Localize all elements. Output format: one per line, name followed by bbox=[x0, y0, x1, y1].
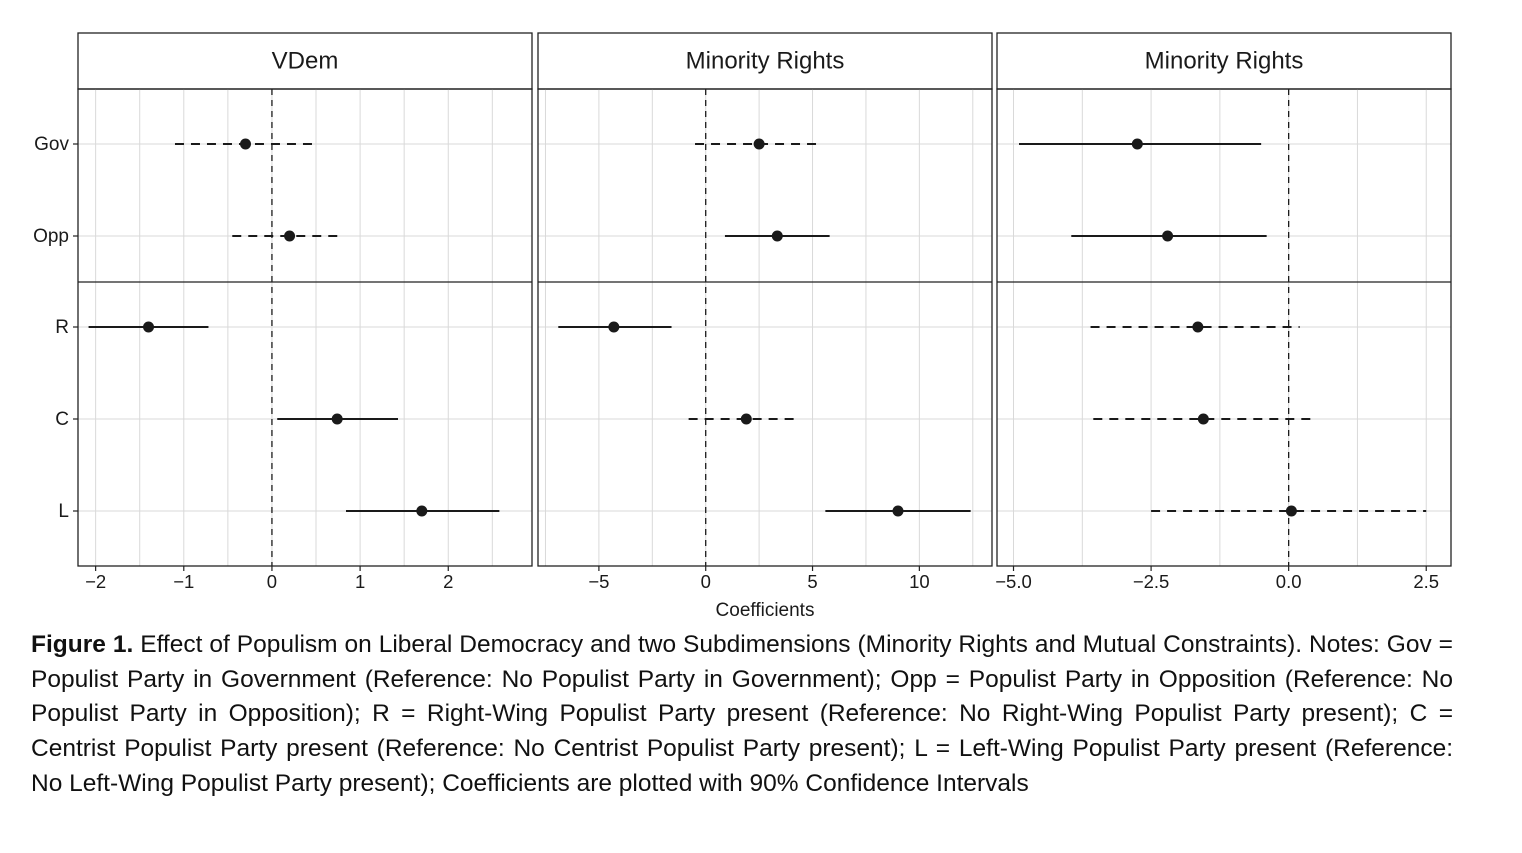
x-tick-label: 2 bbox=[443, 571, 453, 592]
panel-title-2: Minority Rights bbox=[686, 47, 845, 74]
x-tick-label: 0 bbox=[701, 571, 711, 592]
point-estimate-gov bbox=[753, 138, 765, 150]
point-estimate-r bbox=[143, 321, 155, 333]
point-estimate-opp bbox=[284, 230, 296, 242]
x-tick-label: 2.5 bbox=[1413, 571, 1439, 592]
point-estimate-gov bbox=[1131, 138, 1143, 150]
caption-text: Effect of Populism on Liberal Democracy … bbox=[31, 631, 1453, 797]
panel-header-1 bbox=[77, 32, 533, 90]
point-estimate-c bbox=[740, 413, 752, 425]
panel-header-3 bbox=[996, 32, 1452, 90]
panel-title-3: Minority Rights bbox=[1145, 47, 1304, 74]
caption-label: Figure 1. bbox=[31, 631, 134, 658]
panel-frame-3 bbox=[996, 88, 1452, 567]
x-tick-label: −5 bbox=[588, 571, 609, 592]
point-estimate-opp bbox=[771, 230, 783, 242]
x-tick-label: −2.5 bbox=[1133, 571, 1170, 592]
y-tick-label-l: L bbox=[58, 501, 69, 522]
point-estimate-r bbox=[1192, 321, 1204, 333]
x-tick-label: 1 bbox=[355, 571, 365, 592]
panel-frame-2 bbox=[537, 88, 993, 567]
point-estimate-c bbox=[1197, 413, 1209, 425]
panel-header-2 bbox=[537, 32, 993, 90]
x-tick-label: −1 bbox=[173, 571, 194, 592]
x-tick-label: −5.0 bbox=[995, 571, 1032, 592]
point-estimate-opp bbox=[1162, 230, 1174, 242]
y-tick-label-opp: Opp bbox=[33, 226, 69, 247]
x-tick-label: 10 bbox=[909, 571, 930, 592]
point-estimate-l bbox=[1285, 505, 1297, 517]
point-estimate-l bbox=[416, 505, 428, 517]
x-tick-label: 0.0 bbox=[1276, 571, 1302, 592]
point-estimate-gov bbox=[239, 138, 251, 150]
point-estimate-l bbox=[892, 505, 904, 517]
x-tick-label: 0 bbox=[267, 571, 277, 592]
y-tick-label-gov: Gov bbox=[34, 134, 69, 155]
y-tick-label-c: C bbox=[55, 409, 69, 430]
x-tick-label: 5 bbox=[807, 571, 817, 592]
point-estimate-c bbox=[331, 413, 343, 425]
point-estimate-r bbox=[608, 321, 620, 333]
x-tick-label: −2 bbox=[85, 571, 106, 592]
x-axis-title: Coefficients bbox=[716, 600, 815, 620]
coefficient-plot-figure: VDem −2 −1 0 1 2 Minority Rights −5 0 5 10 Minority… bbox=[33, 32, 1452, 620]
y-tick-label-r: R bbox=[55, 317, 69, 338]
panel-title-1: VDem bbox=[272, 47, 339, 74]
figure-caption: Figure 1. Effect of Populism on Liberal … bbox=[31, 628, 1453, 802]
